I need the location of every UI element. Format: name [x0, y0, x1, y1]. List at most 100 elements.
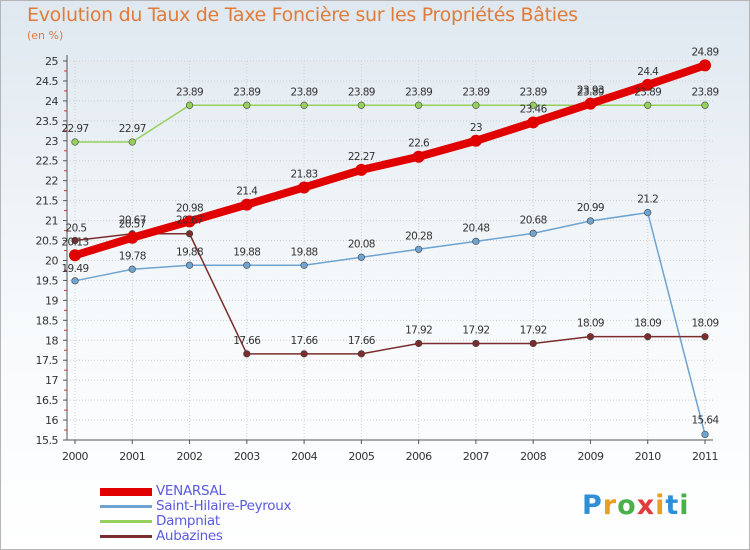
proxiti-logo: Proxiti: [582, 490, 690, 521]
y-tick-label: 18.5: [36, 314, 59, 327]
data-label: 20.57: [119, 219, 146, 231]
data-label: 17.66: [348, 335, 376, 347]
x-tick-label: 2003: [234, 450, 260, 463]
legend-label: Aubazines: [156, 528, 223, 544]
data-label: 20.13: [61, 236, 88, 248]
y-tick-label: 24.5: [36, 75, 59, 88]
series-point-2: [71, 138, 79, 146]
x-tick-label: 2007: [463, 450, 489, 463]
data-label: 19.78: [119, 250, 146, 262]
y-tick-label: 20: [45, 254, 58, 267]
series-point-3: [185, 230, 194, 238]
data-label: 17.92: [462, 324, 489, 336]
legend-label: Dampniat: [156, 513, 220, 529]
data-label: 23.93: [577, 85, 604, 97]
grid: [67, 60, 713, 441]
series-point-3: [415, 339, 423, 348]
y-tick-label: 17.5: [36, 354, 59, 367]
series-point-0: [298, 181, 311, 194]
series-point-0: [412, 150, 425, 163]
data-label: 24.4: [637, 66, 659, 78]
series-point-1: [586, 217, 595, 225]
series-point-0: [240, 198, 253, 211]
series-point-0: [469, 134, 482, 147]
data-label: 23.89: [176, 86, 203, 98]
series-point-1: [529, 229, 537, 237]
series-point-2: [128, 138, 136, 146]
data-label: 17.66: [233, 335, 261, 347]
data-label: 20.28: [405, 230, 432, 242]
data-label: 23.89: [634, 86, 661, 98]
x-tick-label: 2009: [577, 450, 603, 463]
series-point-1: [185, 261, 194, 269]
data-label: 24.89: [691, 46, 718, 58]
series-point-2: [185, 101, 194, 109]
series-point-2: [529, 101, 537, 109]
series-point-1: [300, 261, 308, 269]
series-point-0: [183, 215, 196, 228]
series-point-1: [701, 430, 709, 439]
y-tick-label: 23: [45, 135, 58, 148]
data-label: 23.89: [405, 86, 432, 98]
series-point-2: [701, 101, 709, 109]
data-label: 20.08: [348, 238, 375, 250]
y-tick-label: 21.5: [36, 195, 59, 208]
data-label: 19.88: [233, 246, 260, 258]
data-label: 17.66: [291, 335, 319, 347]
y-tick-label: 17: [45, 374, 58, 387]
series-point-0: [584, 97, 597, 110]
legend-label: Saint-Hilaire-Peyroux: [156, 498, 292, 514]
series-point-1: [243, 261, 251, 269]
x-tick-label: 2004: [291, 450, 317, 463]
series-point-0: [527, 116, 540, 129]
series-line-1: [74, 211, 706, 436]
x-tick-label: 2008: [520, 450, 546, 463]
series-point-1: [415, 245, 423, 253]
series-point-1: [644, 209, 652, 217]
series-point-2: [243, 101, 251, 109]
data-label: 23.89: [233, 86, 260, 98]
data-label: 15.64: [691, 414, 719, 426]
data-label: 17.92: [405, 324, 432, 336]
legend-item: Dampniat: [100, 513, 380, 529]
axes: 15.5 16 16.5 17 17.5 18 18.5 19 19.5 20 20.5 21 21.5…: [36, 55, 719, 463]
y-tick-label: 23.5: [36, 115, 59, 128]
y-tick-label: 18: [45, 334, 58, 347]
series-point-0: [69, 249, 81, 262]
series-point-0: [126, 231, 139, 244]
data-label: 22.97: [61, 123, 88, 135]
series-point-0: [641, 78, 654, 91]
series-point-1: [357, 253, 365, 261]
y-tick-label: 24: [45, 95, 58, 108]
series-point-3: [644, 333, 652, 341]
data-labels: 20.13 20.57 20.98 21.4 21.83 22.27 22.6 23 23.46…: [61, 46, 720, 426]
x-tick-label: 2000: [62, 450, 88, 463]
series-point-1: [71, 277, 79, 285]
data-label: 23.89: [577, 86, 604, 98]
chart-title: Evolution du Taux de Taxe Foncière sur l…: [27, 4, 578, 26]
x-tick-label: 2010: [635, 450, 661, 463]
legend-swatch: [100, 488, 152, 496]
data-label: 19.49: [61, 263, 88, 275]
legend-item: Saint-Hilaire-Peyroux: [100, 498, 380, 514]
series: [69, 59, 711, 439]
data-label: 21.2: [637, 194, 658, 206]
legend-swatch: [100, 505, 152, 508]
series-point-3: [243, 350, 251, 358]
y-tick-label: 15.5: [36, 434, 59, 447]
data-label: 22.27: [348, 151, 375, 163]
series-point-0: [699, 59, 711, 72]
data-label: 23.89: [462, 86, 489, 98]
x-tick-label: 2011: [692, 450, 718, 463]
x-tick-label: 2005: [348, 450, 374, 463]
y-tick-label: 21: [45, 215, 58, 228]
legend-swatch: [100, 535, 152, 538]
series-point-3: [529, 339, 537, 348]
y-tick-label: 22: [45, 175, 58, 188]
data-label: 17.92: [520, 324, 547, 336]
data-label: 23.89: [348, 86, 375, 98]
legend-swatch: [100, 520, 152, 523]
series-point-3: [71, 236, 79, 245]
data-label: 20.68: [520, 214, 547, 226]
data-label: 18.09: [577, 318, 604, 330]
